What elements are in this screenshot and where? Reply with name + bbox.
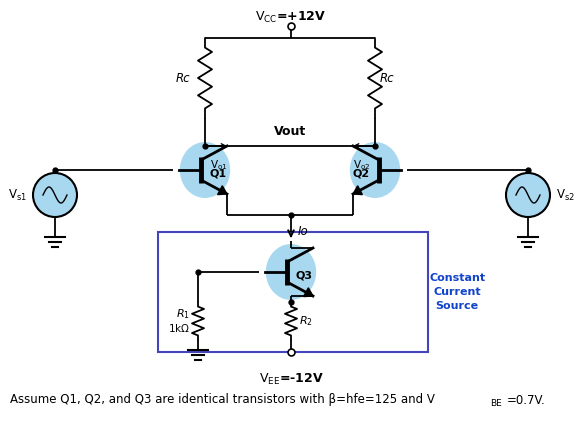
Text: $\mathrm{V_{EE}}$=-12V: $\mathrm{V_{EE}}$=-12V xyxy=(259,372,324,387)
Text: Q1: Q1 xyxy=(210,168,227,178)
Text: Rc: Rc xyxy=(175,72,190,85)
Text: $\mathrm{V_{CC}}$=+12V: $\mathrm{V_{CC}}$=+12V xyxy=(255,10,326,25)
Ellipse shape xyxy=(180,142,230,198)
Text: Vout: Vout xyxy=(274,125,306,138)
Text: Q2: Q2 xyxy=(353,168,370,178)
Text: Q3: Q3 xyxy=(296,270,313,280)
Text: $\mathrm{V_{o1}}$: $\mathrm{V_{o1}}$ xyxy=(210,158,227,172)
Text: Assume Q1, Q2, and Q3 are identical transistors with β=hfe=125 and V: Assume Q1, Q2, and Q3 are identical tran… xyxy=(10,394,435,407)
Polygon shape xyxy=(217,186,227,195)
Text: Rc: Rc xyxy=(380,72,395,85)
Text: $\mathrm{V_{o2}}$: $\mathrm{V_{o2}}$ xyxy=(353,158,370,172)
Text: Constant
Current
Source: Constant Current Source xyxy=(429,273,485,311)
Polygon shape xyxy=(353,186,363,195)
Ellipse shape xyxy=(350,142,400,198)
Text: BE: BE xyxy=(490,399,502,408)
Circle shape xyxy=(33,173,77,217)
Circle shape xyxy=(506,173,550,217)
Polygon shape xyxy=(304,288,313,297)
Text: $1\mathrm{k}\Omega$: $1\mathrm{k}\Omega$ xyxy=(168,322,190,334)
Text: $\mathrm{V_{s1}}$: $\mathrm{V_{s1}}$ xyxy=(8,187,27,203)
Ellipse shape xyxy=(266,244,316,300)
Text: $R_2$: $R_2$ xyxy=(299,314,313,328)
Text: =0.7V.: =0.7V. xyxy=(507,394,546,407)
Text: Io: Io xyxy=(298,224,309,237)
Text: $R_1$: $R_1$ xyxy=(176,307,190,321)
Text: $\mathrm{V_{s2}}$: $\mathrm{V_{s2}}$ xyxy=(556,187,575,203)
